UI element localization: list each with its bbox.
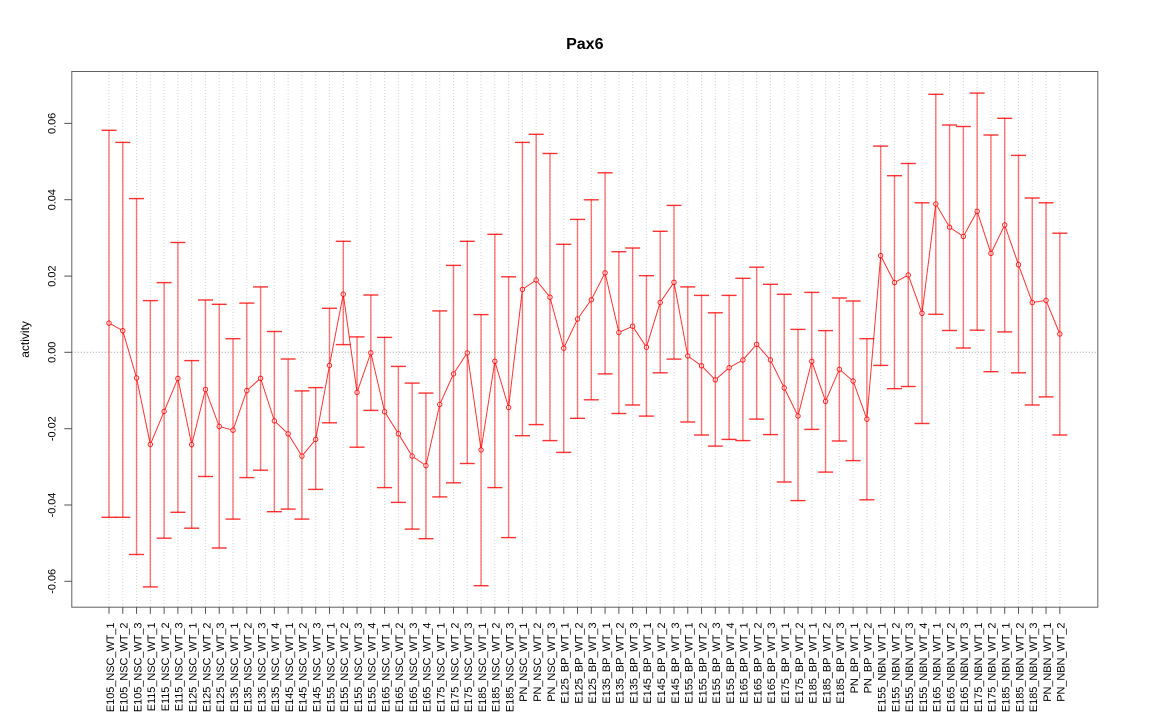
svg-text:E185_NBN_WT_1: E185_NBN_WT_1	[1001, 623, 1013, 713]
svg-text:PN_NBN_WT_2: PN_NBN_WT_2	[1056, 623, 1068, 702]
svg-text:E165_NSC_WT_2: E165_NSC_WT_2	[394, 623, 406, 713]
svg-text:E165_NSC_WT_1: E165_NSC_WT_1	[380, 623, 392, 713]
svg-text:E145_NSC_WT_1: E145_NSC_WT_1	[284, 623, 296, 713]
svg-text:E145_BP_WT_2: E145_BP_WT_2	[656, 623, 668, 704]
svg-text:E155_NSC_WT_2: E155_NSC_WT_2	[339, 623, 351, 713]
svg-text:PN_NBN_WT_1: PN_NBN_WT_1	[1042, 623, 1054, 702]
svg-text:E105_NSC_WT_2: E105_NSC_WT_2	[119, 623, 131, 713]
svg-text:E145_NSC_WT_2: E145_NSC_WT_2	[298, 623, 310, 713]
svg-text:E155_NBN_WT_3: E155_NBN_WT_3	[904, 623, 916, 713]
svg-text:E175_NSC_WT_2: E175_NSC_WT_2	[449, 623, 461, 713]
svg-text:E155_NBN_WT_2: E155_NBN_WT_2	[890, 623, 902, 713]
svg-text:E125_BP_WT_2: E125_BP_WT_2	[573, 623, 585, 704]
svg-text:E135_NSC_WT_1: E135_NSC_WT_1	[229, 623, 241, 713]
svg-text:E175_NSC_WT_1: E175_NSC_WT_1	[436, 623, 448, 713]
svg-text:PN_NSC_WT_1: PN_NSC_WT_1	[518, 623, 530, 702]
svg-text:E185_NSC_WT_1: E185_NSC_WT_1	[477, 623, 489, 713]
svg-text:E165_NSC_WT_3: E165_NSC_WT_3	[408, 623, 420, 713]
svg-text:E165_BP_WT_1: E165_BP_WT_1	[739, 623, 751, 704]
svg-text:E165_BP_WT_3: E165_BP_WT_3	[766, 623, 778, 704]
svg-text:E125_BP_WT_3: E125_BP_WT_3	[587, 623, 599, 704]
svg-text:activity: activity	[18, 321, 32, 358]
svg-text:E175_NBN_WT_2: E175_NBN_WT_2	[987, 623, 999, 713]
svg-text:E125_NSC_WT_2: E125_NSC_WT_2	[201, 623, 213, 713]
svg-text:E185_BP_WT_2: E185_BP_WT_2	[821, 623, 833, 704]
svg-text:E115_NSC_WT_1: E115_NSC_WT_1	[146, 623, 158, 712]
svg-text:0.04: 0.04	[47, 189, 59, 210]
svg-text:E125_NSC_WT_1: E125_NSC_WT_1	[187, 623, 199, 713]
svg-text:E135_NSC_WT_2: E135_NSC_WT_2	[243, 623, 255, 713]
svg-text:E155_BP_WT_3: E155_BP_WT_3	[711, 623, 723, 704]
svg-text:Pax6: Pax6	[566, 36, 603, 53]
svg-text:E155_BP_WT_2: E155_BP_WT_2	[697, 623, 709, 704]
svg-text:E165_NBN_WT_2: E165_NBN_WT_2	[945, 623, 957, 713]
svg-text:PN_BP_WT_1: PN_BP_WT_1	[849, 623, 861, 694]
svg-text:E135_BP_WT_1: E135_BP_WT_1	[601, 623, 613, 704]
svg-text:E175_NBN_WT_1: E175_NBN_WT_1	[973, 623, 985, 713]
svg-text:E125_BP_WT_1: E125_BP_WT_1	[560, 623, 572, 704]
svg-text:E115_NSC_WT_2: E115_NSC_WT_2	[160, 623, 172, 712]
svg-text:E175_NSC_WT_3: E175_NSC_WT_3	[463, 623, 475, 713]
svg-text:E165_NBN_WT_1: E165_NBN_WT_1	[932, 623, 944, 713]
svg-text:E125_NSC_WT_3: E125_NSC_WT_3	[215, 623, 227, 713]
svg-text:E185_NSC_WT_3: E185_NSC_WT_3	[504, 623, 516, 713]
svg-text:E135_BP_WT_2: E135_BP_WT_2	[615, 623, 627, 704]
svg-text:E155_NSC_WT_3: E155_NSC_WT_3	[353, 623, 365, 713]
svg-text:E145_BP_WT_3: E145_BP_WT_3	[670, 623, 682, 704]
svg-text:E135_NSC_WT_4: E135_NSC_WT_4	[270, 623, 282, 713]
svg-text:E155_BP_WT_4: E155_BP_WT_4	[725, 623, 737, 704]
svg-text:E175_BP_WT_1: E175_BP_WT_1	[780, 623, 792, 704]
svg-text:E155_BP_WT_1: E155_BP_WT_1	[684, 623, 696, 704]
svg-text:E185_BP_WT_3: E185_BP_WT_3	[835, 623, 847, 704]
svg-text:E105_NSC_WT_1: E105_NSC_WT_1	[105, 623, 117, 713]
svg-text:PN_NSC_WT_3: PN_NSC_WT_3	[546, 623, 558, 702]
svg-text:E105_NSC_WT_3: E105_NSC_WT_3	[132, 623, 144, 713]
svg-text:-0.06: -0.06	[47, 569, 59, 594]
svg-text:E165_NBN_WT_3: E165_NBN_WT_3	[959, 623, 971, 713]
svg-text:E135_BP_WT_3: E135_BP_WT_3	[628, 623, 640, 704]
svg-text:E175_BP_WT_2: E175_BP_WT_2	[794, 623, 806, 704]
svg-text:0.02: 0.02	[47, 265, 59, 286]
svg-text:E185_BP_WT_1: E185_BP_WT_1	[808, 623, 820, 704]
svg-text:0.06: 0.06	[47, 113, 59, 134]
svg-text:E185_NSC_WT_2: E185_NSC_WT_2	[491, 623, 503, 713]
svg-text:E115_NSC_WT_3: E115_NSC_WT_3	[174, 623, 186, 712]
svg-text:E155_NBN_WT_4: E155_NBN_WT_4	[918, 623, 930, 713]
svg-text:-0.02: -0.02	[47, 416, 59, 441]
svg-text:E185_NBN_WT_2: E185_NBN_WT_2	[1014, 623, 1026, 713]
svg-text:PN_BP_WT_2: PN_BP_WT_2	[863, 623, 875, 694]
svg-text:E135_NSC_WT_3: E135_NSC_WT_3	[256, 623, 268, 713]
svg-text:-0.04: -0.04	[47, 493, 59, 518]
svg-text:E165_NSC_WT_4: E165_NSC_WT_4	[422, 623, 434, 713]
svg-text:E185_NBN_WT_3: E185_NBN_WT_3	[1028, 623, 1040, 713]
svg-text:E145_NSC_WT_3: E145_NSC_WT_3	[312, 623, 324, 713]
svg-text:E145_BP_WT_1: E145_BP_WT_1	[642, 623, 654, 704]
svg-text:E165_BP_WT_2: E165_BP_WT_2	[752, 623, 764, 704]
svg-text:E155_NSC_WT_4: E155_NSC_WT_4	[367, 623, 379, 713]
svg-text:0.00: 0.00	[47, 342, 59, 363]
svg-text:PN_NSC_WT_2: PN_NSC_WT_2	[532, 623, 544, 702]
svg-text:E155_NBN_WT_1: E155_NBN_WT_1	[876, 623, 888, 713]
svg-text:E155_NSC_WT_1: E155_NSC_WT_1	[325, 623, 337, 713]
